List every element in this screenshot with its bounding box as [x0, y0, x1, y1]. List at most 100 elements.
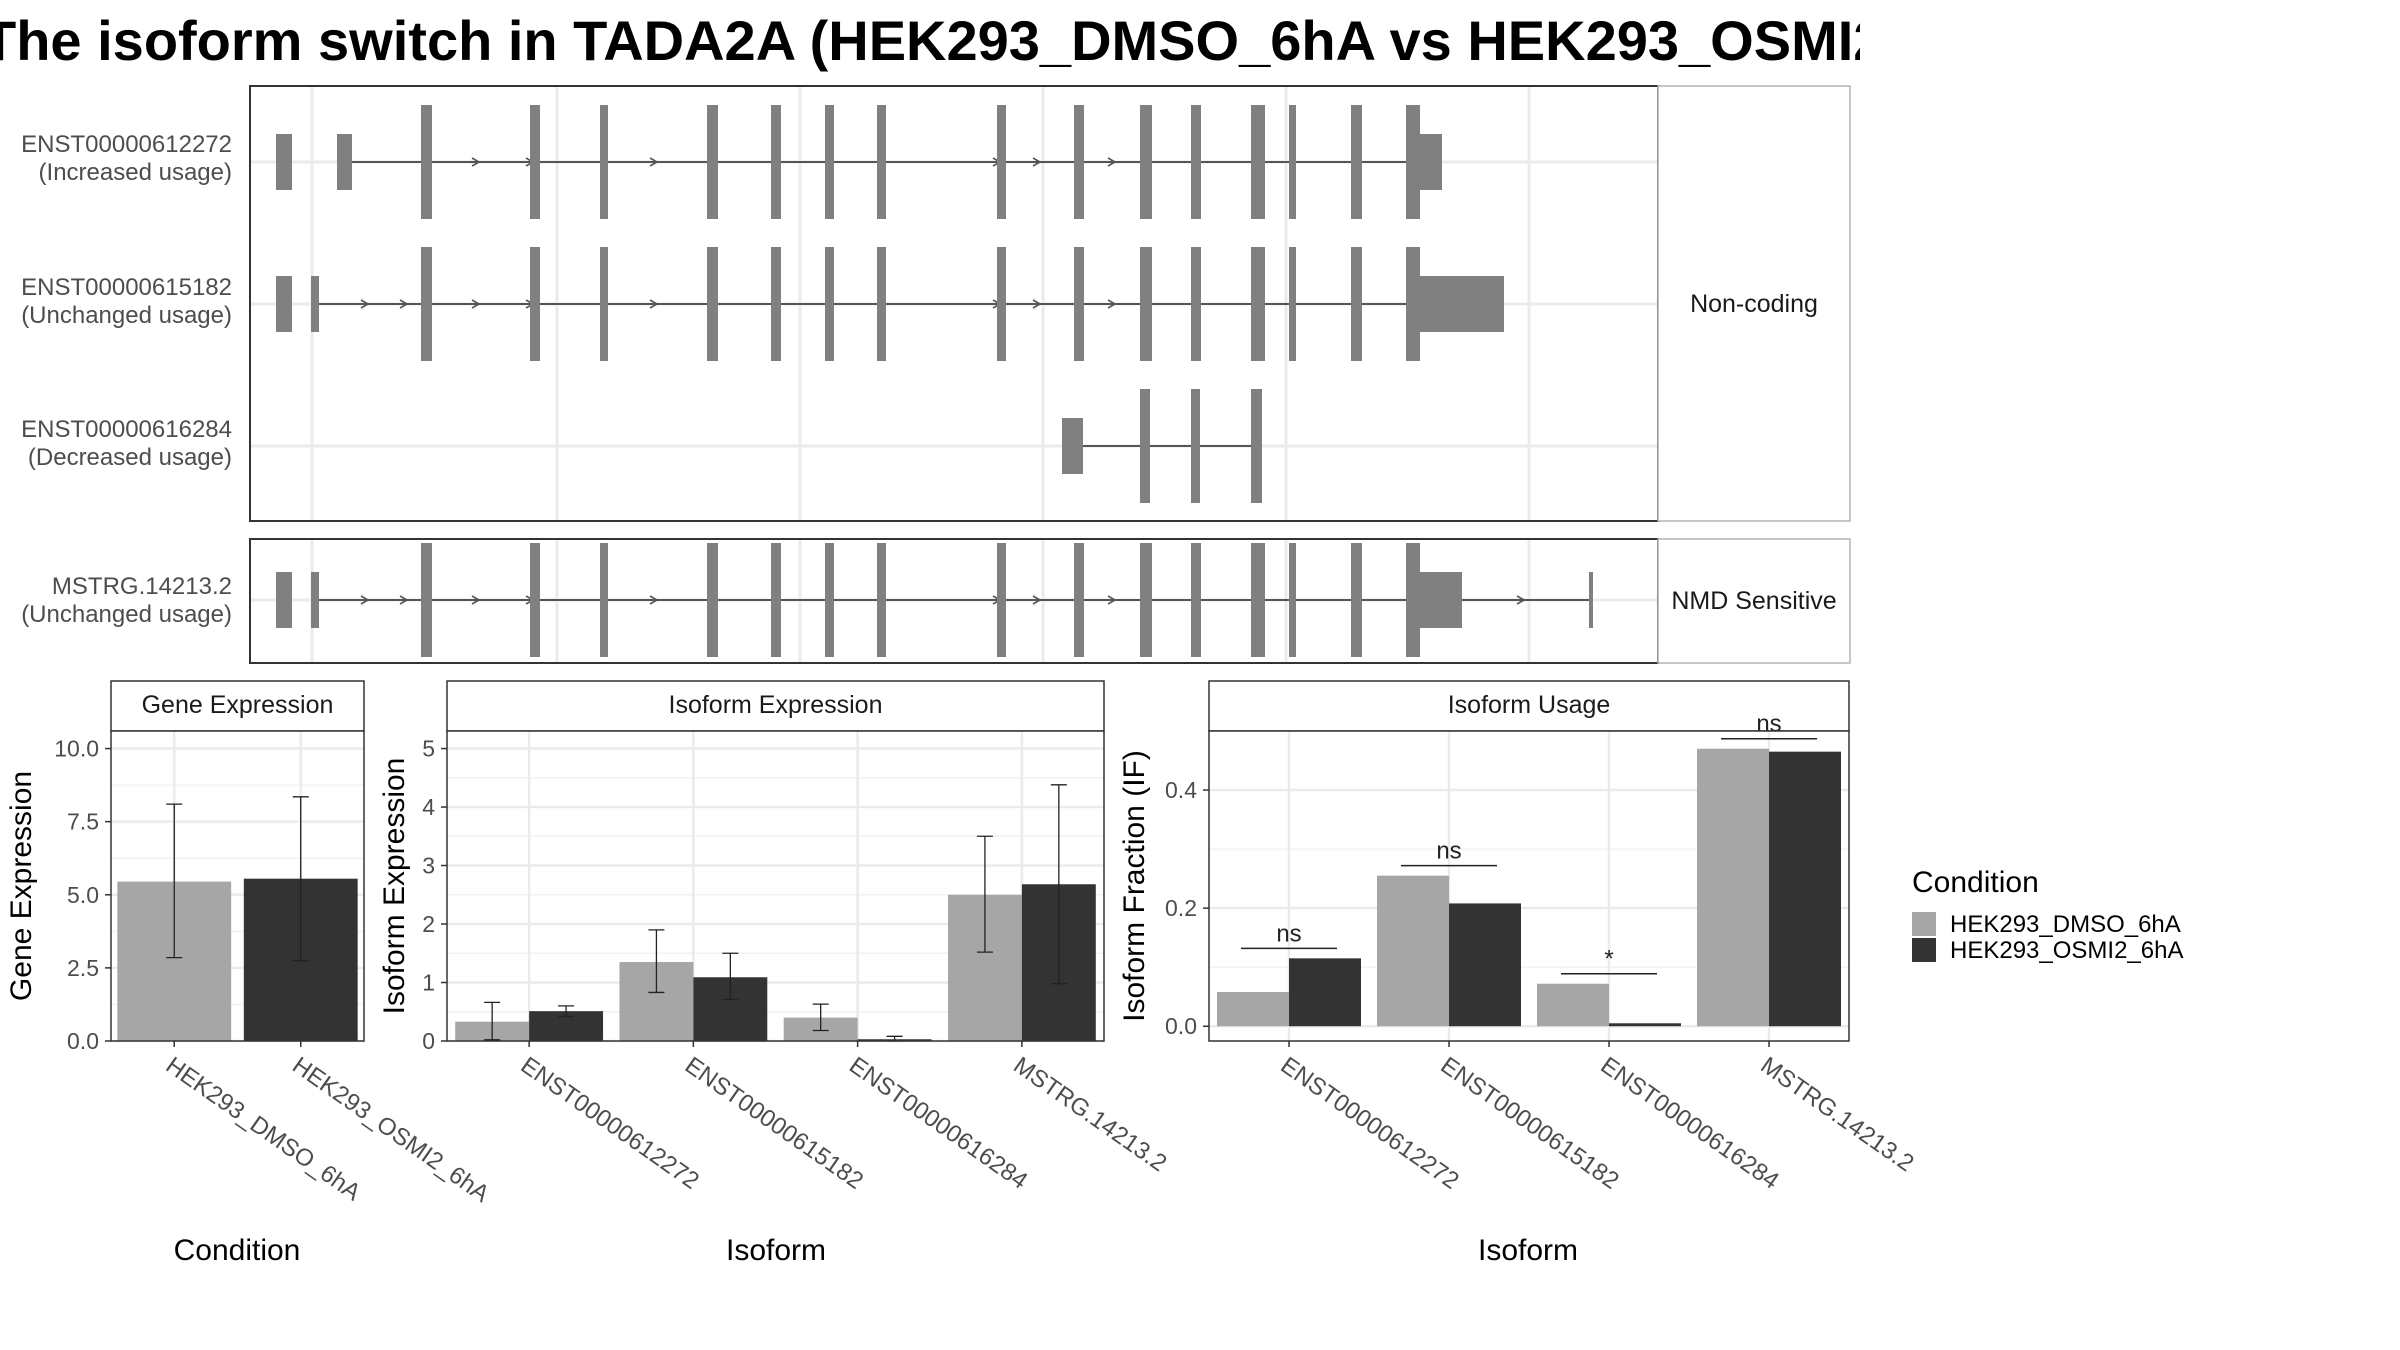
transcript-mstrg-14213-2-exon [1191, 543, 1201, 657]
chart-gene-expression-strip [110, 680, 365, 732]
chart-isoform-usage-significance-label: ns [1276, 920, 1301, 947]
transcript-enst00000612272-track [276, 105, 1442, 219]
chart-gene-expression-y-tick-label: 5.0 [67, 882, 99, 908]
transcript-enst00000612272-direction-arrow [1032, 157, 1042, 167]
chart-isoform-usage-border [1208, 730, 1850, 1042]
legend-swatch [1912, 912, 1936, 936]
chart-isoform-expression-strip [446, 680, 1105, 732]
transcript-enst00000612272-direction-arrow [1107, 157, 1117, 167]
transcript-enst00000615182-exon [1289, 247, 1296, 361]
chart-isoform-usage-bar [1769, 751, 1841, 1027]
chart-isoform-usage-y-tick-label: 0.0 [1165, 1013, 1197, 1039]
chart-isoform-usage-bar [1449, 903, 1521, 1027]
transcript-mstrg-14213-2-exon [825, 543, 834, 657]
transcript-mstrg-14213-2-track [276, 543, 1593, 657]
figure-title: The isoform switch in TADA2A (HEK293_DMS… [0, 8, 1860, 80]
chart-isoform-usage-significance-label: ns [1756, 711, 1781, 738]
transcript-mstrg-14213-2-exon [997, 543, 1006, 657]
transcript-enst00000612272-exon [997, 105, 1006, 219]
transcript-enst00000612272-exon [421, 105, 432, 219]
transcript-mstrg-14213-2-exon [877, 543, 886, 657]
chart-isoform-usage-bar [1289, 958, 1361, 1027]
transcript-enst00000612272-exon [530, 105, 540, 219]
transcript-label-usage: (Decreased usage) [28, 444, 232, 471]
facet-strip-noncoding [1657, 85, 1851, 522]
chart-isoform-expression-x-tick-label: ENST00000612272 [516, 1052, 704, 1195]
transcript-mstrg-14213-2-direction-arrow [471, 595, 481, 605]
transcript-mstrg-14213-2-exon [771, 543, 781, 657]
transcript-mstrg-14213-2-exon [707, 543, 718, 657]
transcript-enst00000615182-exon [707, 247, 718, 361]
transcript-enst00000612272-direction-arrow [649, 157, 659, 167]
transcript-mstrg-14213-2-exon [1074, 543, 1084, 657]
chart-isoform-usage-bar [1377, 875, 1449, 1027]
transcript-label-id: ENST00000612272 [21, 131, 232, 158]
transcript-mstrg-14213-2-exon [1406, 543, 1420, 657]
chart-isoform-expression-y-tick-label: 2 [422, 911, 435, 937]
transcript-enst00000616284-exon [1191, 389, 1200, 503]
chart-isoform-usage-strip-title: Isoform Usage [1448, 691, 1611, 719]
transcript-enst00000615182-exon [1074, 247, 1084, 361]
chart-isoform-expression-x-tick-label: ENST00000615182 [680, 1052, 868, 1195]
chart-gene-expression-strip-title: Gene Expression [142, 691, 334, 719]
transcript-enst00000616284-exon [1140, 389, 1150, 503]
transcript-label-usage: (Unchanged usage) [21, 601, 232, 628]
facet-label-noncoding: Non-coding [1690, 290, 1818, 318]
transcript-label-id: MSTRG.14213.2 [52, 573, 232, 600]
transcript-mstrg-14213-2-exon [1420, 572, 1462, 628]
transcript-enst00000615182-exon [600, 247, 608, 361]
transcript-enst00000615182-exon [1351, 247, 1362, 361]
transcript-enst00000615182-exon [1191, 247, 1201, 361]
transcript-mstrg-14213-2-direction-arrow [1107, 595, 1117, 605]
transcript-enst00000612272-exon [1251, 105, 1265, 219]
transcript-enst00000612272-exon [771, 105, 781, 219]
transcript-enst00000612272-exon [1074, 105, 1084, 219]
chart-isoform-usage-strip [1208, 680, 1850, 732]
transcript-label-id: ENST00000616284 [21, 416, 232, 443]
chart-gene-expression-x-tick-label: HEK293_OSMI2_6hA [287, 1052, 494, 1208]
transcript-enst00000615182-exon [530, 247, 540, 361]
figure-title-text: The isoform switch in TADA2A (HEK293_DMS… [0, 9, 1860, 72]
legend-label: HEK293_DMSO_6hA [1950, 911, 2181, 938]
transcript-mstrg-14213-2-direction-arrow [649, 595, 659, 605]
chart-isoform-usage: Isoform Usage0.00.20.4nsENST00000612272n… [1118, 680, 1919, 1267]
chart-gene-expression-border [110, 730, 365, 1042]
chart-isoform-expression: Isoform Expression012345ENST00000612272E… [378, 680, 1171, 1267]
transcript-enst00000615182-direction-arrow [360, 299, 370, 309]
chart-isoform-usage-significance-label: ns [1436, 838, 1461, 865]
transcript-enst00000615182-track [276, 247, 1504, 361]
facet-label-nmd: NMD Sensitive [1671, 587, 1836, 615]
chart-gene-expression: Gene Expression0.02.55.07.510.0HEK293_DM… [5, 680, 494, 1267]
transcript-enst00000615182-direction-arrow [399, 299, 409, 309]
chart-isoform-usage-bar [1217, 991, 1289, 1027]
transcript-mstrg-14213-2-exon [600, 543, 608, 657]
transcript-enst00000612272-exon [276, 134, 292, 190]
transcript-enst00000615182-direction-arrow [1032, 299, 1042, 309]
transcript-enst00000612272-exon [337, 134, 352, 190]
chart-isoform-expression-y-tick-label: 0 [422, 1028, 435, 1054]
transcript-enst00000612272-exon [707, 105, 718, 219]
transcript-mstrg-14213-2-direction-arrow [1516, 595, 1526, 605]
transcript-enst00000615182-exon [1406, 247, 1420, 361]
legend-label: HEK293_OSMI2_6hA [1950, 937, 2183, 964]
chart-isoform-usage-y-tick-label: 0.4 [1165, 777, 1197, 803]
transcript-label-usage: (Unchanged usage) [21, 302, 232, 329]
transcript-enst00000612272-exon [1289, 105, 1296, 219]
transcript-enst00000612272-direction-arrow [471, 157, 481, 167]
chart-gene-expression-y-tick-label: 2.5 [67, 955, 99, 981]
chart-gene-expression-x-axis-title: Condition [174, 1234, 301, 1267]
transcript-enst00000612272-exon [1420, 134, 1442, 190]
transcript-enst00000612272-exon [1191, 105, 1201, 219]
transcript-enst00000615182-exon [997, 247, 1006, 361]
chart-isoform-expression-x-tick-label: ENST00000616284 [844, 1052, 1032, 1195]
transcript-mstrg-14213-2-exon [1251, 543, 1265, 657]
chart-isoform-usage-bar [1609, 1023, 1681, 1027]
chart-isoform-expression-y-tick-label: 1 [422, 970, 435, 996]
chart-isoform-expression-y-tick-label: 5 [422, 736, 435, 762]
legend-title: Condition [1912, 866, 2039, 899]
chart-isoform-expression-x-tick-label: MSTRG.14213.2 [1008, 1052, 1171, 1177]
chart-gene-expression-y-tick-label: 10.0 [54, 736, 99, 762]
transcript-enst00000615182-direction-arrow [471, 299, 481, 309]
transcript-mstrg-14213-2-exon [421, 543, 432, 657]
